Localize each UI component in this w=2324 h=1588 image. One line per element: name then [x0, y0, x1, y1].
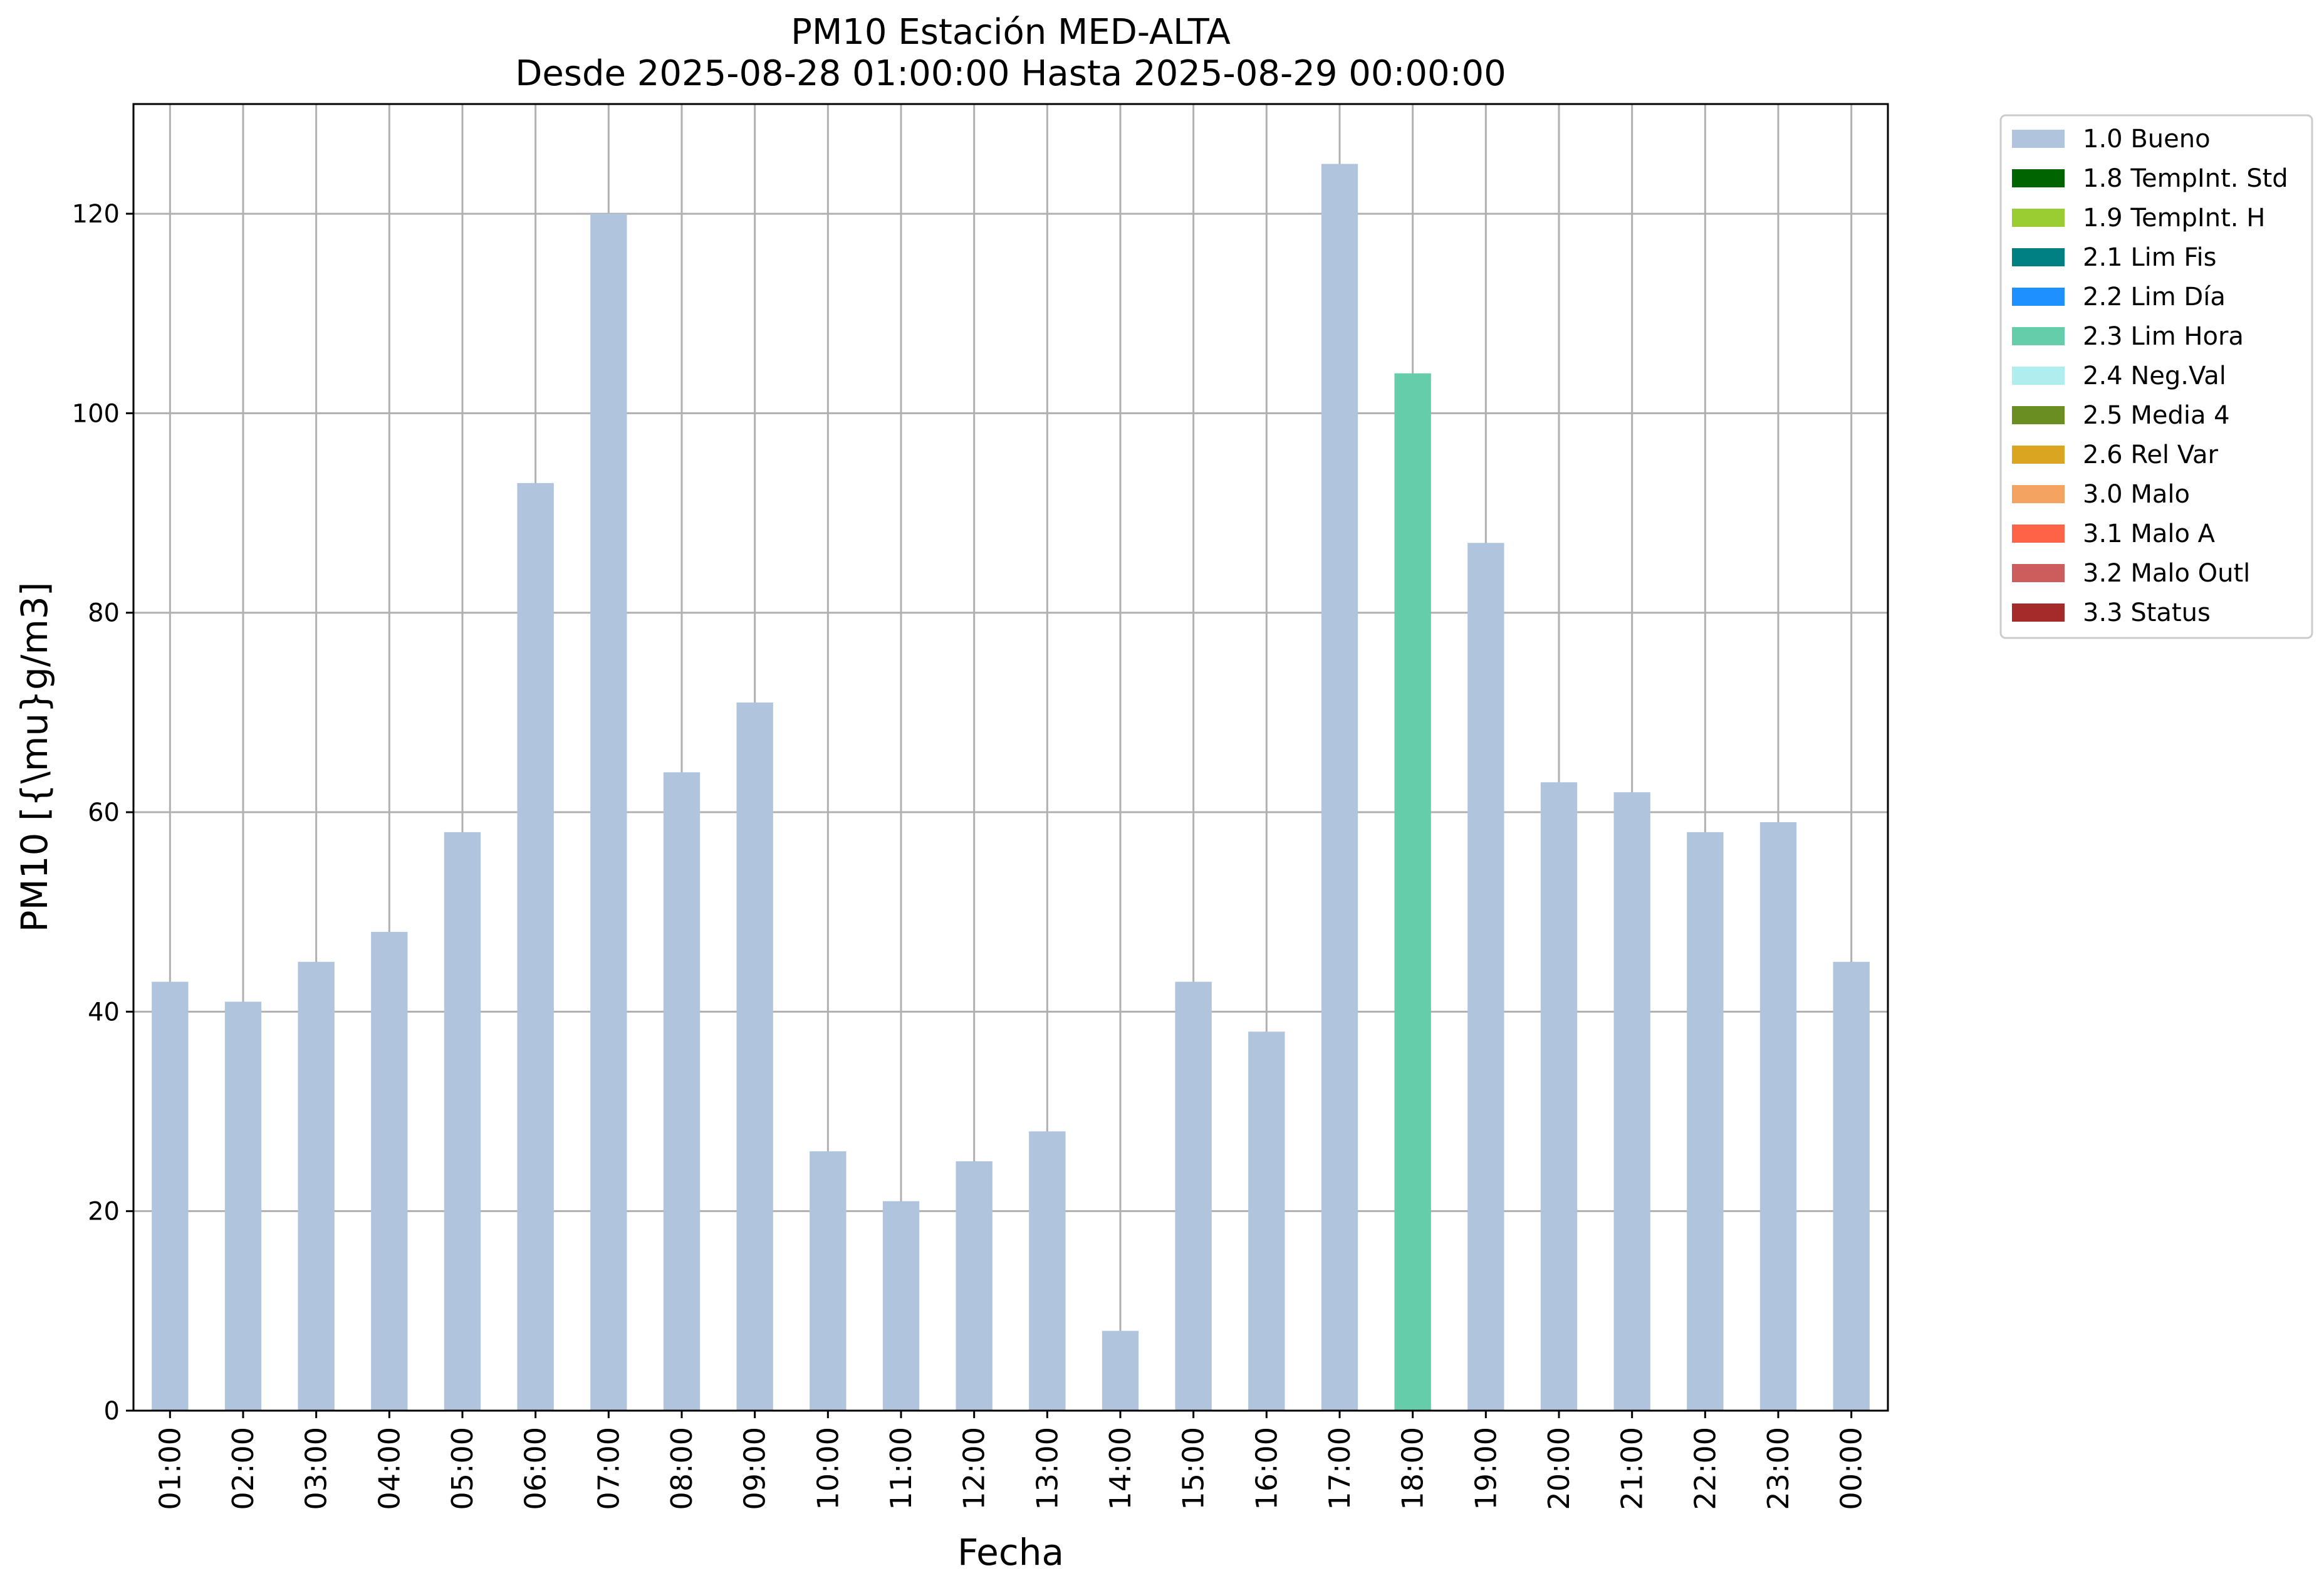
bar-0300	[298, 961, 335, 1411]
x-tick-label: 11:00	[884, 1427, 918, 1510]
legend-label: 2.2 Lim Día	[2083, 283, 2226, 311]
x-axis-label: Fecha	[957, 1531, 1064, 1574]
legend-swatch	[2012, 169, 2065, 187]
x-tick-label: 02:00	[226, 1427, 260, 1510]
legend-label: 2.5 Media 4	[2083, 401, 2230, 430]
chart-subtitle: Desde 2025-08-28 01:00:00 Hasta 2025-08-…	[515, 53, 1506, 94]
y-tick-label: 60	[88, 798, 120, 827]
bar-0900	[736, 702, 773, 1411]
x-tick-label: 19:00	[1469, 1427, 1503, 1510]
bar-0100	[152, 981, 189, 1411]
bar-2200	[1687, 832, 1724, 1411]
bar-1400	[1102, 1330, 1139, 1411]
bar-1900	[1467, 543, 1504, 1411]
y-tick-label: 80	[88, 599, 120, 628]
legend-label: 2.6 Rel Var	[2083, 441, 2219, 469]
legend-label: 3.1 Malo A	[2083, 520, 2216, 548]
bar-0800	[663, 772, 701, 1411]
legend-swatch	[2012, 525, 2065, 543]
legend-label: 1.9 TempInt. H	[2083, 204, 2265, 232]
x-tick-label: 08:00	[665, 1427, 699, 1510]
y-axis-label: PM10 [{\mu}g/m3]	[13, 582, 56, 932]
bar-2000	[1540, 782, 1578, 1411]
bar-2100	[1613, 792, 1650, 1411]
legend-label: 3.2 Malo Outl	[2083, 559, 2250, 588]
legend-swatch	[2012, 130, 2065, 148]
x-tick-label: 16:00	[1249, 1427, 1283, 1510]
x-tick-label: 15:00	[1177, 1427, 1211, 1510]
bar-1300	[1029, 1131, 1066, 1411]
y-tick-label: 100	[72, 399, 120, 428]
x-tick-label: 21:00	[1615, 1427, 1649, 1510]
x-tick-label: 13:00	[1030, 1427, 1064, 1510]
bar-0700	[590, 214, 627, 1411]
y-tick-label: 20	[88, 1198, 120, 1226]
y-tick-label: 40	[88, 998, 120, 1026]
legend-swatch	[2012, 367, 2065, 385]
legend-swatch	[2012, 485, 2065, 503]
bar-1600	[1248, 1032, 1285, 1411]
bar-1100	[882, 1201, 920, 1411]
legend-swatch	[2012, 288, 2065, 306]
x-tick-label: 00:00	[1835, 1427, 1868, 1510]
x-tick-label: 18:00	[1396, 1427, 1430, 1510]
bar-1500	[1175, 981, 1212, 1411]
x-tick-label: 12:00	[957, 1427, 991, 1510]
legend-label: 3.3 Status	[2083, 598, 2211, 627]
legend-label: 2.1 Lim Fis	[2083, 243, 2216, 272]
legend-label: 2.4 Neg.Val	[2083, 362, 2226, 390]
legend-box	[1999, 114, 2313, 639]
x-tick-label: 05:00	[446, 1427, 479, 1510]
bar-1200	[956, 1161, 993, 1411]
legend-swatch	[2012, 603, 2065, 622]
bar-0200	[224, 1001, 262, 1411]
x-tick-label: 01:00	[153, 1427, 187, 1510]
legend-swatch	[2012, 209, 2065, 227]
legend-swatch	[2012, 446, 2065, 464]
bars	[152, 164, 1870, 1411]
y-axis: 0 20 40 60 80 100 120	[72, 200, 133, 1426]
x-tick-label: 23:00	[1761, 1427, 1795, 1510]
bar-2300	[1759, 822, 1797, 1411]
legend-label: 1.0 Bueno	[2083, 125, 2211, 154]
bar-1700	[1321, 164, 1358, 1411]
chart-title: PM10 Estación MED-ALTA	[791, 12, 1231, 53]
legend-swatch	[2012, 564, 2065, 582]
x-tick-label: 04:00	[372, 1427, 406, 1510]
x-tick-label: 17:00	[1323, 1427, 1357, 1510]
bar-0600	[517, 483, 554, 1411]
bar-1800	[1394, 373, 1431, 1411]
y-tick-label: 0	[104, 1397, 120, 1426]
x-tick-label: 20:00	[1542, 1427, 1576, 1510]
bar-0000	[1833, 961, 1870, 1411]
legend: 1.0 Bueno 1.8 TempInt. Std 1.9 TempInt. H 2…	[1999, 114, 2313, 639]
x-tick-label: 09:00	[738, 1427, 772, 1510]
x-tick-label: 03:00	[300, 1427, 333, 1510]
x-tick-label: 06:00	[519, 1427, 553, 1510]
plot-frame	[132, 103, 1889, 1412]
x-tick-label: 10:00	[811, 1427, 845, 1510]
legend-swatch	[2012, 248, 2065, 266]
legend-label: 2.3 Lim Hora	[2083, 322, 2244, 351]
x-tick-label: 07:00	[591, 1427, 625, 1510]
y-tick-label: 120	[72, 200, 120, 229]
legend-swatch	[2012, 327, 2065, 345]
legend-swatch	[2012, 406, 2065, 424]
x-tick-label: 14:00	[1103, 1427, 1137, 1510]
x-tick-label: 22:00	[1688, 1427, 1722, 1510]
legend-items: 1.0 Bueno 1.8 TempInt. Std 1.9 TempInt. H 2…	[2012, 125, 2288, 627]
bar-0500	[444, 832, 481, 1411]
bar-1000	[810, 1151, 847, 1411]
legend-label: 3.0 Malo	[2083, 480, 2190, 509]
legend-label: 1.8 TempInt. Std	[2083, 164, 2288, 193]
x-axis: 01:00 02:00 03:00 04:00 05:00 06:00 07:00 08:00…	[153, 1411, 1868, 1510]
bar-0400	[371, 932, 408, 1411]
